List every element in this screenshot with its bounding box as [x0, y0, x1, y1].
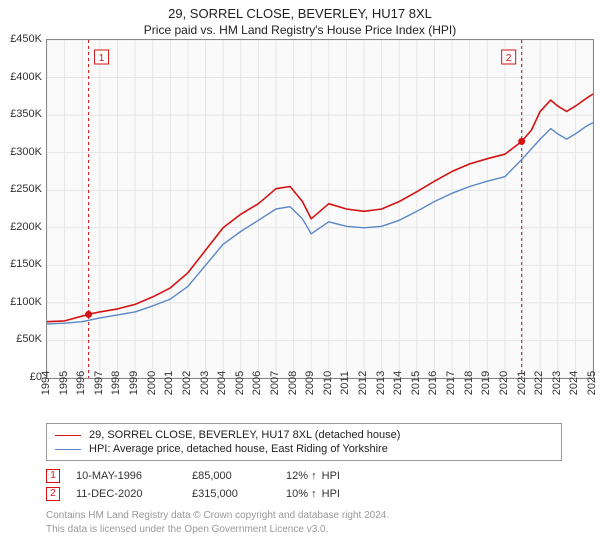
- x-tick-label: 1998: [110, 371, 122, 395]
- y-tick-label: £300K: [10, 146, 42, 158]
- legend-swatch-icon: [55, 435, 81, 436]
- legend-label: HPI: Average price, detached house, East…: [89, 443, 388, 455]
- event-delta-pct: 10%: [286, 488, 308, 500]
- x-tick-label: 2016: [427, 371, 439, 395]
- x-tick-label: 1999: [128, 371, 140, 395]
- x-tick-label: 2008: [287, 371, 299, 395]
- x-tick-label: 2000: [146, 371, 158, 395]
- arrow-up-icon: [311, 470, 319, 482]
- x-tick-label: 2006: [251, 371, 263, 395]
- event-marker-icon: 2: [46, 487, 60, 501]
- y-tick-label: £100K: [10, 296, 42, 308]
- x-axis: 1994199519961997199819992000200120022003…: [46, 379, 594, 417]
- chart-area: £0£50K£100K£150K£200K£250K£300K£350K£400…: [0, 39, 600, 417]
- event-delta: 10% HPI: [286, 488, 366, 500]
- x-tick-label: 2018: [463, 371, 475, 395]
- y-axis: £0£50K£100K£150K£200K£250K£300K£350K£400…: [0, 39, 46, 379]
- event-date: 10-MAY-1996: [76, 470, 176, 482]
- event-table: 1 10-MAY-1996 £85,000 12% HPI 2 11-DEC-2…: [46, 467, 562, 503]
- x-tick-label: 2009: [304, 371, 316, 395]
- y-tick-label: £450K: [10, 33, 42, 45]
- x-tick-label: 1994: [40, 371, 52, 395]
- x-tick-label: 2007: [269, 371, 281, 395]
- x-tick-label: 2021: [516, 371, 528, 395]
- chart-svg: 12: [47, 40, 593, 378]
- event-delta-suffix: HPI: [322, 488, 340, 500]
- event-row: 2 11-DEC-2020 £315,000 10% HPI: [46, 485, 562, 503]
- event-marker-icon: 1: [46, 469, 60, 483]
- footnote-line: Contains HM Land Registry data © Crown c…: [46, 509, 562, 523]
- event-delta: 12% HPI: [286, 470, 366, 482]
- x-tick-label: 2004: [216, 371, 228, 395]
- x-tick-label: 2017: [445, 371, 457, 395]
- event-row: 1 10-MAY-1996 £85,000 12% HPI: [46, 467, 562, 485]
- event-price: £315,000: [192, 488, 270, 500]
- event-price: £85,000: [192, 470, 270, 482]
- y-tick-label: £400K: [10, 71, 42, 83]
- arrow-up-icon: [311, 488, 319, 500]
- x-tick-label: 2019: [480, 371, 492, 395]
- x-tick-label: 2001: [163, 371, 175, 395]
- x-tick-label: 2020: [498, 371, 510, 395]
- legend-label: 29, SORREL CLOSE, BEVERLEY, HU17 8XL (de…: [89, 429, 400, 441]
- x-tick-label: 1996: [75, 371, 87, 395]
- legend-item-series-1: 29, SORREL CLOSE, BEVERLEY, HU17 8XL (de…: [55, 428, 553, 442]
- plot-region: 12: [46, 39, 594, 379]
- y-tick-label: £150K: [10, 258, 42, 270]
- x-tick-label: 1995: [58, 371, 70, 395]
- x-tick-label: 2011: [339, 371, 351, 395]
- legend-swatch-icon: [55, 449, 81, 450]
- title-main: 29, SORREL CLOSE, BEVERLEY, HU17 8XL: [0, 6, 600, 21]
- event-date: 11-DEC-2020: [76, 488, 176, 500]
- svg-text:1: 1: [99, 53, 105, 64]
- x-tick-label: 2010: [322, 371, 334, 395]
- title-block: 29, SORREL CLOSE, BEVERLEY, HU17 8XL Pri…: [0, 0, 600, 39]
- x-tick-label: 2005: [234, 371, 246, 395]
- y-tick-label: £350K: [10, 108, 42, 120]
- y-tick-label: £200K: [10, 221, 42, 233]
- title-sub: Price paid vs. HM Land Registry's House …: [0, 23, 600, 37]
- legend: 29, SORREL CLOSE, BEVERLEY, HU17 8XL (de…: [46, 423, 562, 461]
- x-tick-label: 1997: [93, 371, 105, 395]
- x-tick-label: 2023: [551, 371, 563, 395]
- x-tick-label: 2022: [533, 371, 545, 395]
- x-tick-label: 2014: [392, 371, 404, 395]
- y-tick-label: £250K: [10, 183, 42, 195]
- x-tick-label: 2025: [586, 371, 598, 395]
- legend-item-series-2: HPI: Average price, detached house, East…: [55, 442, 553, 456]
- footnote: Contains HM Land Registry data © Crown c…: [46, 509, 562, 536]
- x-tick-label: 2002: [181, 371, 193, 395]
- event-delta-pct: 12%: [286, 470, 308, 482]
- x-tick-label: 2003: [199, 371, 211, 395]
- footnote-line: This data is licensed under the Open Gov…: [46, 523, 562, 537]
- x-tick-label: 2012: [357, 371, 369, 395]
- event-delta-suffix: HPI: [322, 470, 340, 482]
- x-tick-label: 2013: [375, 371, 387, 395]
- svg-text:2: 2: [506, 53, 512, 64]
- x-tick-label: 2024: [568, 371, 580, 395]
- x-tick-label: 2015: [410, 371, 422, 395]
- y-tick-label: £50K: [16, 333, 42, 345]
